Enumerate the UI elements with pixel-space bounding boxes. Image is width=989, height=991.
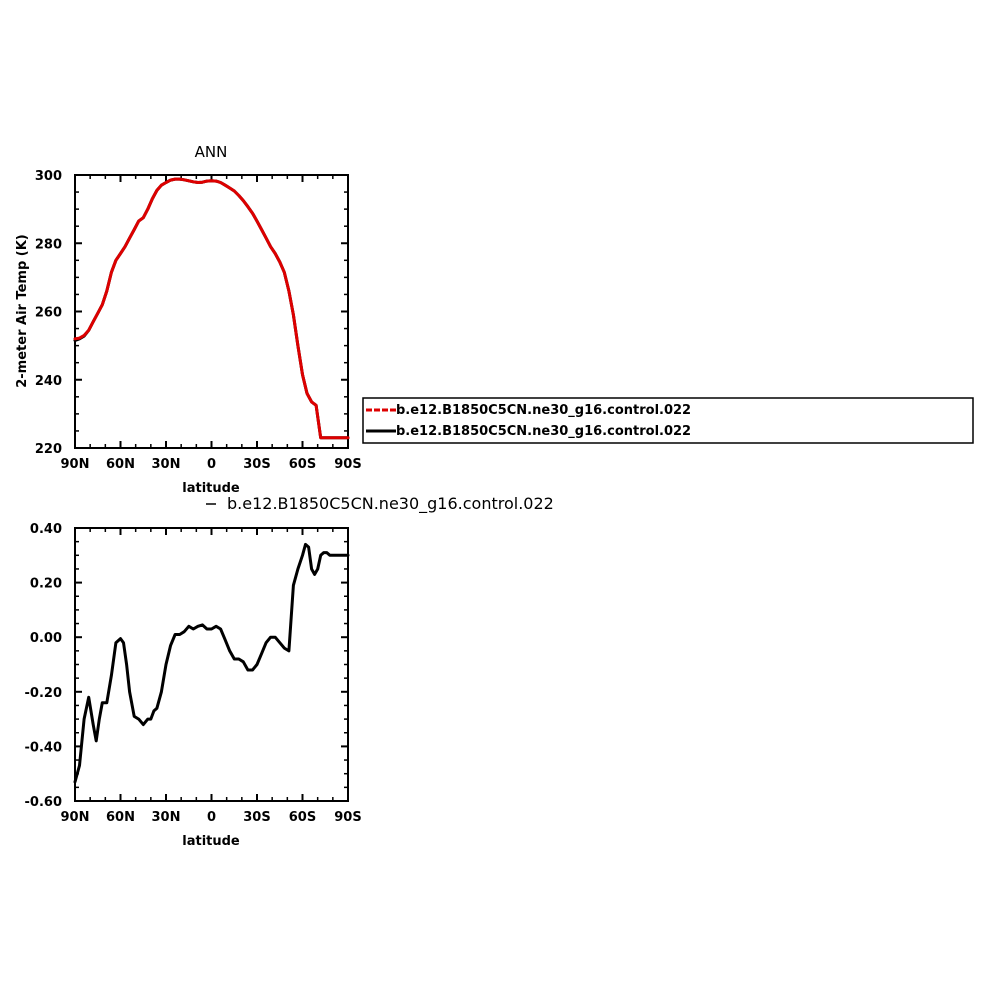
top-x-tick-label: 0	[207, 457, 216, 472]
bottom-panel: b.e12.B1850C5CN.ne30_g16.control.022 -0.…	[2, 494, 554, 849]
bottom-y-tick-label: 0.40	[30, 522, 62, 537]
top-y-ticks: 220 240 260 280 300	[35, 169, 348, 457]
bottom-x-tick-label: 30S	[243, 810, 270, 825]
top-y-tick-label: 300	[35, 169, 62, 184]
legend-label-1: b.e12.B1850C5CN.ne30_g16.control.022	[396, 403, 691, 418]
top-y-axis-label: 2-meter Air Temp (K)	[15, 234, 30, 388]
bottom-y-ticks: -0.60 -0.40 -0.20 0.00 0.20 0.40	[25, 522, 348, 810]
bottom-x-tick-label: 0	[207, 810, 216, 825]
bottom-plot-title: b.e12.B1850C5CN.ne30_g16.control.022	[227, 494, 554, 514]
bottom-y-tick-label: 0.20	[30, 577, 62, 592]
bottom-x-tick-label: 90S	[334, 810, 361, 825]
legend-box	[362, 397, 974, 444]
top-x-axis-label: latitude	[182, 481, 240, 496]
bottom-x-tick-label: 90N	[61, 810, 90, 825]
top-y-tick-label: 220	[35, 442, 62, 457]
legend: b.e12.B1850C5CN.ne30_g16.control.022 b.e…	[362, 397, 974, 444]
top-series-line-0	[73, 177, 350, 440]
top-y-tick-label: 260	[35, 306, 62, 321]
bottom-y-tick-label: -0.40	[25, 740, 62, 755]
bottom-series-line-0	[73, 542, 350, 784]
top-plot-frame	[74, 174, 349, 449]
top-x-tick-label: 30N	[152, 457, 181, 472]
top-x-tick-label: 90N	[61, 457, 90, 472]
top-y-tick-label: 240	[35, 374, 62, 389]
bottom-y-tick-label: -0.20	[25, 686, 62, 701]
bottom-x-axis-label: latitude	[182, 834, 240, 849]
top-series-lines	[73, 177, 350, 440]
top-x-ticks: 90N 60N 30N 0 30S 60S 90S	[61, 175, 362, 472]
bottom-y-axis-label: 2-meter Air Temp (K)	[2, 588, 17, 742]
top-x-tick-label: 60S	[289, 457, 316, 472]
legend-label-2: b.e12.B1850C5CN.ne30_g16.control.022	[396, 424, 691, 439]
bottom-x-tick-label: 60S	[289, 810, 316, 825]
bottom-series-lines	[73, 542, 350, 784]
bottom-x-ticks: 90N 60N 30N 0 30S 60S 90S	[61, 528, 362, 825]
top-x-tick-label: 30S	[243, 457, 270, 472]
top-plot-title: ANN	[195, 143, 228, 161]
bottom-y-tick-label: -0.60	[25, 795, 62, 810]
top-x-tick-label: 90S	[334, 457, 361, 472]
bottom-plot-frame	[74, 527, 349, 802]
top-y-tick-label: 280	[35, 237, 62, 252]
bottom-x-tick-label: 60N	[106, 810, 135, 825]
top-series-line-1	[73, 177, 350, 440]
bottom-y-tick-label: 0.00	[30, 631, 62, 646]
top-x-tick-label: 60N	[106, 457, 135, 472]
bottom-x-tick-label: 30N	[152, 810, 181, 825]
